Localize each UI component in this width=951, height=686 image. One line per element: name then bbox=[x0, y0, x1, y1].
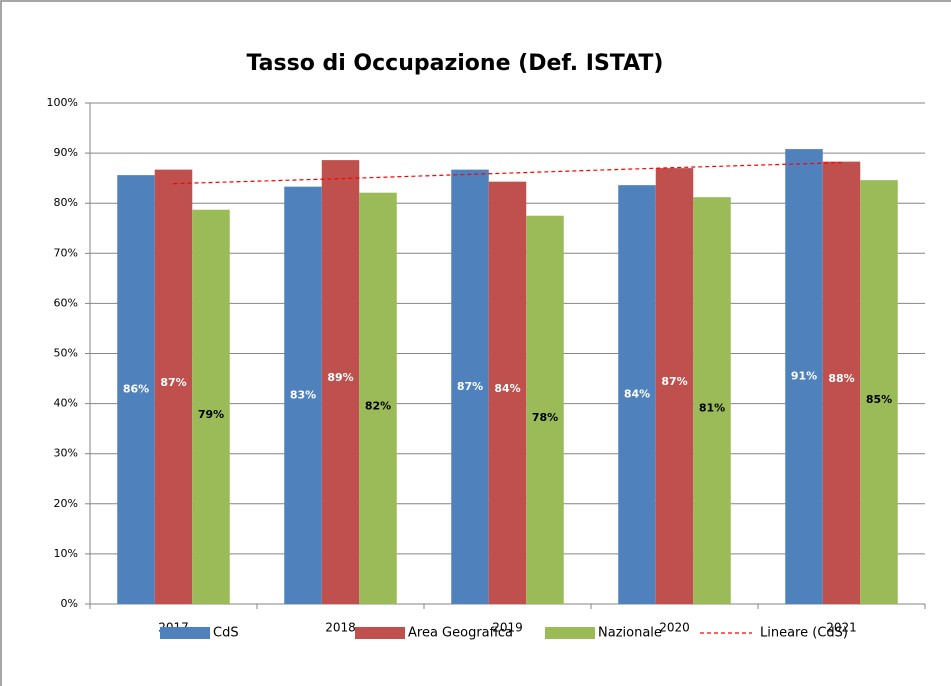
y-tick-label: 90% bbox=[54, 146, 78, 159]
value-label: 91% bbox=[791, 370, 817, 383]
y-tick-label: 10% bbox=[54, 547, 78, 560]
y-tick-label: 80% bbox=[54, 196, 78, 209]
bar bbox=[488, 181, 527, 605]
legend-label: Lineare (CdS) bbox=[760, 626, 848, 641]
y-tick-label: 0% bbox=[61, 597, 78, 610]
y-tick-label: 70% bbox=[54, 246, 78, 259]
legend-swatch bbox=[160, 627, 210, 639]
value-label: 81% bbox=[699, 402, 725, 415]
value-label: 84% bbox=[624, 388, 650, 401]
bar bbox=[154, 169, 193, 604]
bar bbox=[359, 192, 397, 604]
y-tick-label: 100% bbox=[47, 96, 78, 109]
bar bbox=[860, 180, 898, 605]
y-tick-label: 60% bbox=[54, 296, 78, 309]
value-label: 84% bbox=[494, 382, 520, 395]
bar bbox=[822, 161, 861, 604]
value-label: 79% bbox=[198, 408, 224, 421]
y-tick-label: 20% bbox=[54, 497, 78, 510]
y-tick-label: 50% bbox=[54, 347, 78, 360]
bar bbox=[117, 175, 155, 605]
bar bbox=[618, 185, 656, 604]
bar bbox=[451, 169, 489, 604]
value-label: 85% bbox=[866, 393, 892, 406]
y-tick-label: 30% bbox=[54, 447, 78, 460]
bar bbox=[526, 215, 564, 604]
y-tick-label: 40% bbox=[54, 397, 78, 410]
x-tick-label: 2020 bbox=[659, 621, 690, 635]
bar bbox=[655, 168, 694, 604]
bar bbox=[693, 197, 731, 605]
trend-line bbox=[173, 162, 842, 185]
value-label: 82% bbox=[365, 399, 391, 412]
legend-swatch bbox=[545, 627, 595, 639]
legend-label: Area Geografica bbox=[408, 626, 513, 641]
value-label: 87% bbox=[457, 380, 483, 393]
x-tick-label: 2021 bbox=[826, 621, 857, 635]
value-label: 88% bbox=[828, 372, 854, 385]
legend-label: CdS bbox=[213, 626, 239, 641]
bar bbox=[785, 149, 823, 605]
value-label: 89% bbox=[327, 371, 353, 384]
legend-label: Nazionale bbox=[598, 626, 662, 641]
value-label: 87% bbox=[160, 376, 186, 389]
chart-title: Tasso di Occupazione (Def. ISTAT) bbox=[246, 51, 663, 76]
bar bbox=[192, 209, 230, 604]
bar bbox=[321, 160, 360, 604]
legend-swatch bbox=[355, 627, 405, 639]
value-label: 86% bbox=[123, 383, 149, 396]
x-tick-label: 2018 bbox=[325, 621, 356, 635]
bar bbox=[284, 186, 322, 605]
x-tick-label: 2019 bbox=[492, 621, 523, 635]
value-label: 83% bbox=[290, 388, 316, 401]
value-label: 87% bbox=[661, 375, 687, 388]
value-label: 78% bbox=[532, 411, 558, 424]
